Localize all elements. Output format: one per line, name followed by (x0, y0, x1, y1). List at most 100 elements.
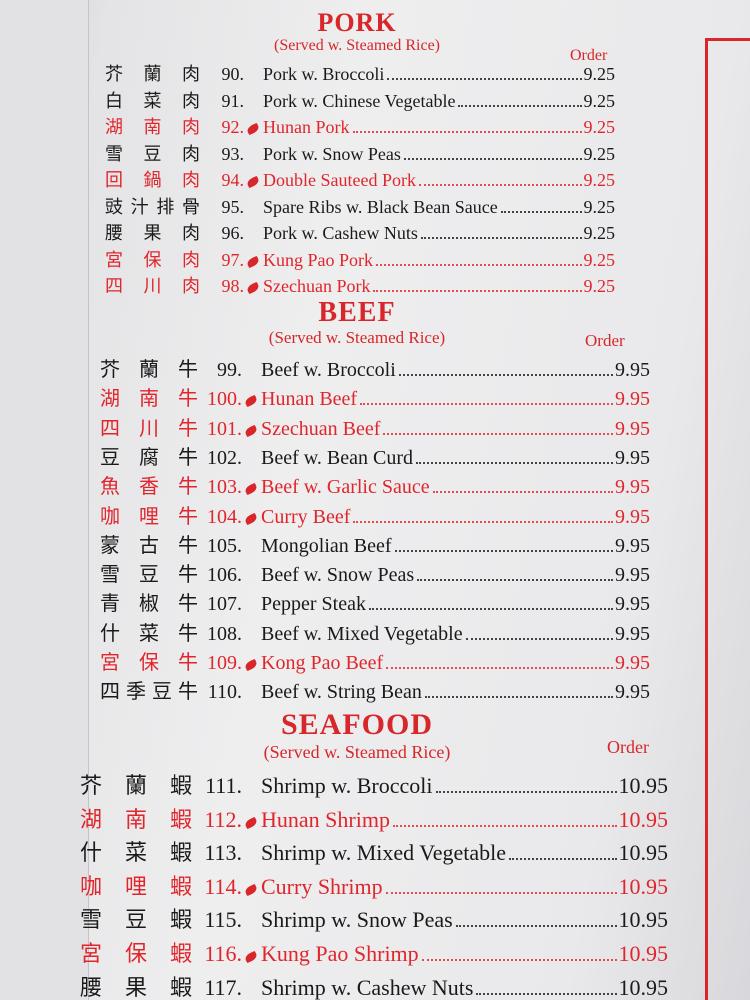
item-price: 9.95 (615, 359, 650, 381)
dot-leader (386, 667, 613, 669)
menu-item: 四季豆牛 110. Beef w. String Bean 9.95 (100, 675, 650, 704)
chinese-char: 牛 (178, 476, 198, 499)
dot-leader (387, 78, 582, 80)
chinese-char: 豆 (100, 446, 120, 469)
chinese-char: 果 (124, 974, 147, 1000)
chinese-char: 蝦 (169, 806, 192, 832)
chinese-name: 咖哩蝦 (80, 869, 192, 901)
chinese-char: 豆 (124, 907, 147, 933)
chinese-char: 豉 (105, 196, 123, 217)
dot-leader (455, 925, 617, 928)
chinese-name: 雪豆蝦 (80, 902, 192, 934)
dot-leader (398, 374, 613, 376)
chinese-char: 蘭 (124, 773, 147, 798)
menu-item: 四川牛 101. Szechuan Beef 9.95 (100, 412, 650, 441)
section-title: SEAFOOD (280, 708, 434, 741)
menu-item: 腰果肉 96. Pork w. Cashew Nuts 9.25 (105, 219, 615, 245)
item-name: Kung Pao Shrimp (261, 941, 419, 966)
item-name: Pork w. Broccoli (263, 64, 385, 84)
chinese-char: 蝦 (169, 941, 192, 966)
dot-leader (417, 579, 613, 582)
dot-leader (352, 131, 582, 133)
chinese-char: 腰 (80, 974, 103, 1000)
menu-item: 魚香牛 103. Beef w. Garlic Sauce 9.95 (100, 470, 650, 499)
item-number: 114. (204, 873, 242, 899)
chinese-char: 排 (156, 196, 175, 217)
menu-item: 雪豆肉 93. Pork w. Snow Peas 9.25 (105, 140, 615, 166)
dot-leader (465, 637, 613, 640)
chinese-char: 蝦 (169, 873, 192, 899)
chinese-char: 咖 (80, 873, 103, 899)
item-name: Shrimp w. Mixed Vegetable (261, 840, 507, 866)
chinese-char: 牛 (178, 505, 198, 528)
chinese-char: 咖 (100, 505, 120, 528)
chinese-name: 芥蘭肉 (105, 60, 200, 86)
chinese-char: 保 (143, 249, 162, 270)
chinese-char: 四 (100, 681, 120, 704)
pepper-icon (245, 255, 261, 268)
chinese-char: 菜 (139, 622, 159, 645)
chinese-char: 保 (139, 652, 159, 674)
dot-leader (458, 104, 582, 107)
item-name: Curry Shrimp (261, 873, 383, 899)
chinese-char: 椒 (139, 593, 159, 616)
item-price: 9.25 (583, 117, 616, 137)
menu-item: 雪豆蝦 115. Shrimp w. Snow Peas 10.95 (80, 902, 668, 934)
dot-leader (435, 791, 617, 793)
item-name: Spare Ribs w. Black Bean Sauce (263, 196, 498, 217)
item-name: Beef w. String Bean (261, 681, 422, 704)
pepper-icon (243, 658, 259, 672)
item-name: Beef w. Garlic Sauce (261, 476, 430, 499)
chinese-name: 什菜蝦 (80, 835, 192, 867)
section-subtitle: (Served w. Steamed Rice) (273, 37, 441, 54)
chinese-name: 湖南牛 (100, 382, 198, 411)
menu-item: 四川肉 98. Szechuan Pork 9.25 (105, 272, 615, 298)
item-price: 10.95 (618, 840, 669, 866)
chinese-name: 回鍋肉 (105, 166, 200, 192)
left-page (0, 0, 89, 1000)
chinese-name: 湖南肉 (105, 113, 200, 139)
chinese-name: 雪豆牛 (100, 558, 198, 587)
pepper-icon (243, 512, 259, 525)
item-name: Beef w. Mixed Vegetable (261, 622, 463, 645)
menu-item: 蒙古牛 105. Mongolian Beef 9.95 (100, 529, 650, 558)
chinese-char: 四 (100, 417, 120, 440)
dot-leader (383, 432, 613, 435)
chinese-char: 牛 (178, 622, 198, 645)
item-price: 9.95 (615, 593, 650, 616)
chinese-char: 鍋 (143, 170, 162, 190)
chinese-name: 腰果肉 (105, 219, 200, 245)
chinese-char: 芥 (105, 64, 123, 84)
item-name: Hunan Beef (261, 388, 358, 411)
order-label: Order (585, 331, 625, 350)
item-name: Hunan Pork (263, 117, 350, 137)
item-number: 105. (207, 534, 242, 557)
chinese-char: 肉 (182, 64, 200, 84)
dot-leader (353, 520, 613, 523)
dot-leader (373, 290, 582, 292)
chinese-char: 蝦 (169, 974, 192, 1000)
chinese-char: 牛 (178, 534, 198, 557)
chinese-char: 牛 (178, 564, 198, 587)
item-price: 10.95 (618, 873, 669, 899)
chinese-char: 肉 (182, 170, 200, 190)
chinese-char: 菜 (143, 90, 162, 111)
dot-leader (420, 237, 582, 239)
item-number: 92. (221, 117, 245, 137)
item-number: 101. (207, 417, 242, 440)
item-number: 103. (207, 476, 242, 499)
section-title: BEEF (318, 297, 396, 328)
item-price: 9.95 (615, 417, 650, 440)
chinese-char: 蝦 (169, 840, 192, 866)
item-name: Pork w. Chinese Vegetable (263, 90, 456, 111)
item-name: Hunan Shrimp (261, 806, 390, 832)
menu-item: 豉汁排骨 95. Spare Ribs w. Black Bean Sauce 9.2… (105, 193, 615, 219)
chinese-char: 雪 (105, 143, 123, 164)
chinese-char: 腐 (139, 446, 159, 469)
pepper-icon (243, 424, 259, 437)
item-number: 116. (204, 941, 242, 966)
item-number: 112. (204, 806, 242, 832)
item-number: 110. (207, 681, 242, 704)
menu-item: 宮保蝦 116. Kung Pao Shrimp 10.95 (80, 936, 668, 968)
menu-item: 宮保肉 97. Kung Pao Pork 9.25 (105, 246, 615, 272)
